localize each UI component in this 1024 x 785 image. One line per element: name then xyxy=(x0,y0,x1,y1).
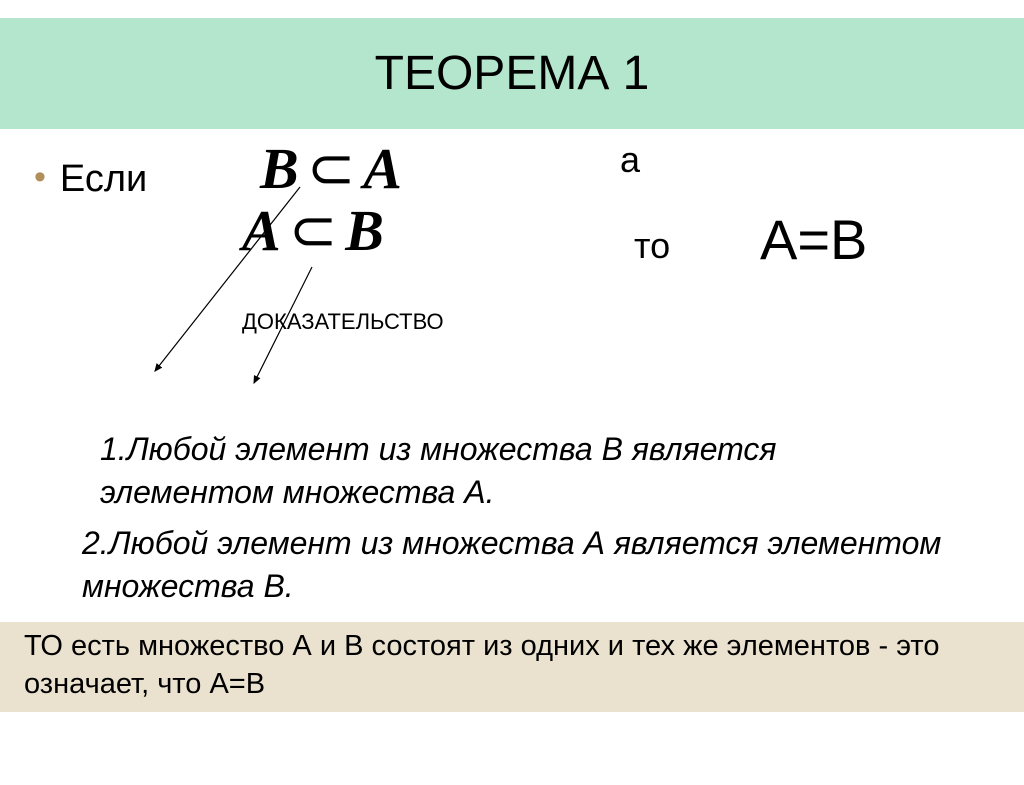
proof-line-2: 2.Любой элемент из множества А является … xyxy=(82,522,954,608)
conclusion-text: ТО есть множество А и В состоят из одних… xyxy=(24,628,1004,703)
to-label: то xyxy=(634,225,670,267)
a-label: а xyxy=(620,139,640,181)
proof-label: ДОКАЗАТЕЛЬСТВО xyxy=(242,309,444,335)
title-text: ТЕОРЕМА 1 xyxy=(375,47,650,100)
bullet-icon: • xyxy=(34,157,46,198)
formula2-left: A xyxy=(242,198,283,263)
formula-1: B⊂A xyxy=(260,134,404,202)
formula-2: A⊂B xyxy=(242,196,404,264)
formula1-left: B xyxy=(260,136,301,201)
conclusion-bar: ТО есть множество А и В состоят из одних… xyxy=(0,622,1024,711)
subset-symbol-1: ⊂ xyxy=(301,136,364,201)
content-area: • Если B⊂A A⊂B а то А=В ДОКАЗАТЕЛЬСТВО 1… xyxy=(0,129,1024,608)
formula2-right: B xyxy=(345,198,386,263)
subset-symbol-2: ⊂ xyxy=(283,198,346,263)
bullet-row: • Если xyxy=(30,157,994,203)
equation: А=В xyxy=(760,207,867,272)
if-label: Если xyxy=(60,157,147,203)
title-bar: ТЕОРЕМА 1 xyxy=(0,18,1024,129)
formula-block: B⊂A A⊂B xyxy=(260,134,404,264)
proof-line-1: 1.Любой элемент из множества В является … xyxy=(100,428,954,514)
proof-body: 1.Любой элемент из множества В является … xyxy=(30,428,994,609)
formula1-right: A xyxy=(363,136,404,201)
